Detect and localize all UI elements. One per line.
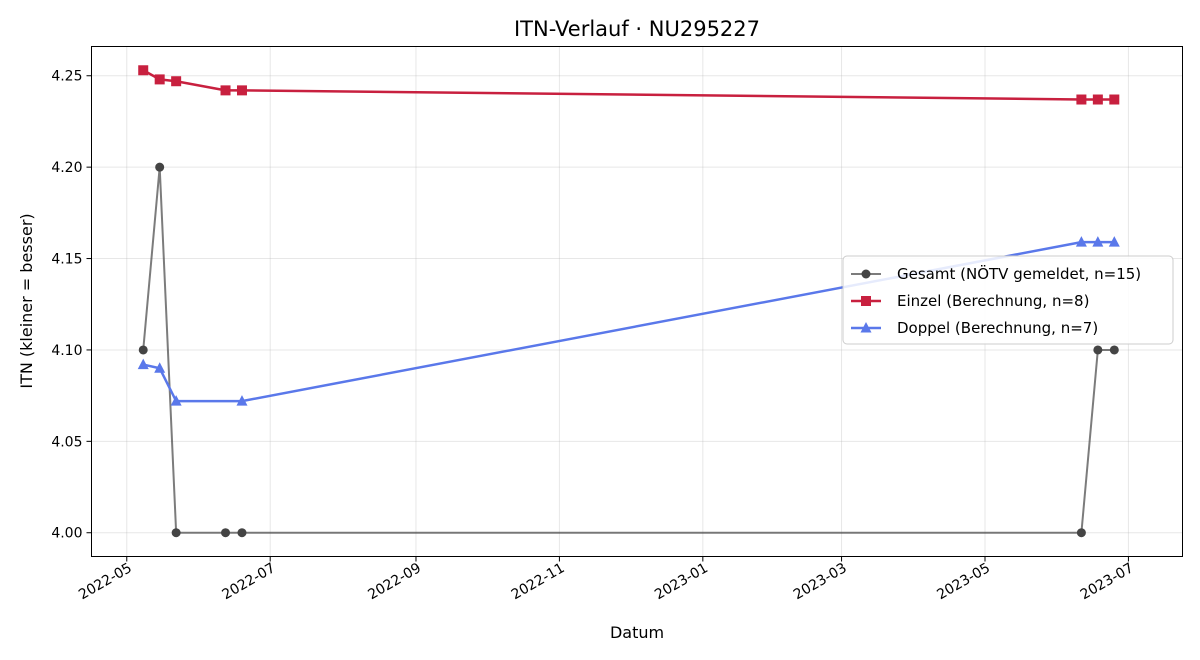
data-point [237, 528, 247, 538]
y-axis-ticks: 4.00 4.05 4.10 4.15 4.20 4.25 [51, 69, 92, 542]
series-circle [138, 162, 1119, 538]
legend: Gesamt (NÖTV gemeldet, n=15) Einzel (Bere… [842, 255, 1174, 345]
y-tick-label: 4.20 [51, 160, 82, 176]
data-point [137, 358, 149, 370]
y-axis-label: ITN (kleiner = besser) [17, 213, 36, 388]
y-tick-label: 4.10 [51, 343, 82, 359]
plot-frame [91, 46, 1183, 557]
data-point [221, 528, 231, 538]
data-point [170, 395, 182, 406]
legend-label: Doppel (Berechnung, n=7) [897, 319, 1098, 337]
y-tick-label: 4.05 [51, 434, 82, 450]
legend-marker [861, 269, 871, 279]
legend-marker [861, 296, 871, 306]
data-point [1109, 345, 1119, 355]
data-point [1093, 345, 1103, 355]
legend-label: Einzel (Berechnung, n=8) [897, 292, 1089, 310]
series-line [142, 166, 1115, 534]
x-axis-label: Datum [610, 623, 664, 642]
data-point [236, 85, 247, 96]
data-point [220, 85, 231, 96]
data-point [138, 345, 148, 355]
data-point [1108, 236, 1120, 247]
legend-entry: Doppel (Berechnung, n=7) [851, 319, 1098, 337]
data-point [171, 76, 182, 87]
data-point [138, 65, 149, 76]
series-triangle [137, 236, 1120, 406]
grid-lines [91, 46, 1183, 557]
data-point [1092, 236, 1104, 247]
series-layer [137, 65, 1120, 538]
series-square [138, 65, 1120, 105]
legend-label: Gesamt (NÖTV gemeldet, n=15) [897, 264, 1141, 283]
data-point [236, 395, 248, 406]
legend-marker [860, 322, 872, 333]
data-point [171, 528, 181, 538]
data-point [154, 74, 165, 85]
data-point [1075, 236, 1087, 247]
legend-box [842, 255, 1174, 345]
data-point [154, 362, 166, 373]
chart-title: ITN-Verlauf · NU295227 [514, 17, 760, 41]
legend-entry: Einzel (Berechnung, n=8) [851, 292, 1089, 310]
data-point [155, 162, 165, 172]
y-tick-label: 4.15 [51, 252, 82, 268]
data-point [1076, 94, 1087, 105]
y-tick-label: 4.00 [51, 526, 82, 542]
y-tick-label: 4.25 [51, 69, 82, 85]
data-point [1076, 528, 1086, 538]
data-point [1109, 94, 1120, 105]
legend-entry: Gesamt (NÖTV gemeldet, n=15) [851, 264, 1141, 283]
data-point [1092, 94, 1103, 105]
